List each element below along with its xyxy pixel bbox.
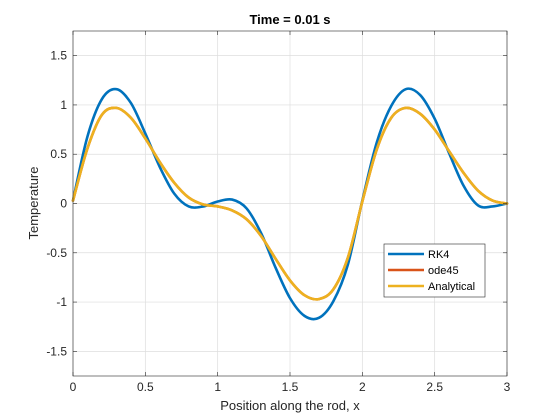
series-line-analytical xyxy=(71,106,509,301)
y-tick-label: 1 xyxy=(60,98,67,112)
x-tick-label: 0 xyxy=(70,380,77,394)
series-layer xyxy=(71,87,509,321)
ticks: 0 0.5 1 1.5 2 2.5 3 -1.5 -1 -0.5 0 0.5 1 1.5 xyxy=(46,31,511,394)
x-tick-label: 0.5 xyxy=(137,380,154,394)
y-tick-label: 0.5 xyxy=(50,147,67,161)
y-tick-label: -0.5 xyxy=(46,246,67,260)
x-tick-label: 1.5 xyxy=(282,380,299,394)
y-tick-label: 1.5 xyxy=(50,49,67,63)
x-tick-label: 2.5 xyxy=(426,380,443,394)
chart-title: Time = 0.01 s xyxy=(249,12,330,27)
legend-label: RK4 xyxy=(428,249,449,261)
y-tick-label: -1 xyxy=(56,295,67,309)
legend-label: ode45 xyxy=(428,265,459,277)
x-axis-label: Position along the rod, x xyxy=(220,398,360,413)
x-tick-label: 1 xyxy=(214,380,221,394)
y-tick-label: -1.5 xyxy=(46,344,67,358)
legend: RK4 ode45 Analytical xyxy=(383,243,486,298)
series-line-rk4 xyxy=(71,87,509,321)
y-axis-label: Temperature xyxy=(26,167,41,240)
y-tick-label: 0 xyxy=(60,197,67,211)
legend-label: Analytical xyxy=(428,281,475,293)
x-tick-label: 2 xyxy=(359,380,366,394)
x-tick-label: 3 xyxy=(504,380,511,394)
